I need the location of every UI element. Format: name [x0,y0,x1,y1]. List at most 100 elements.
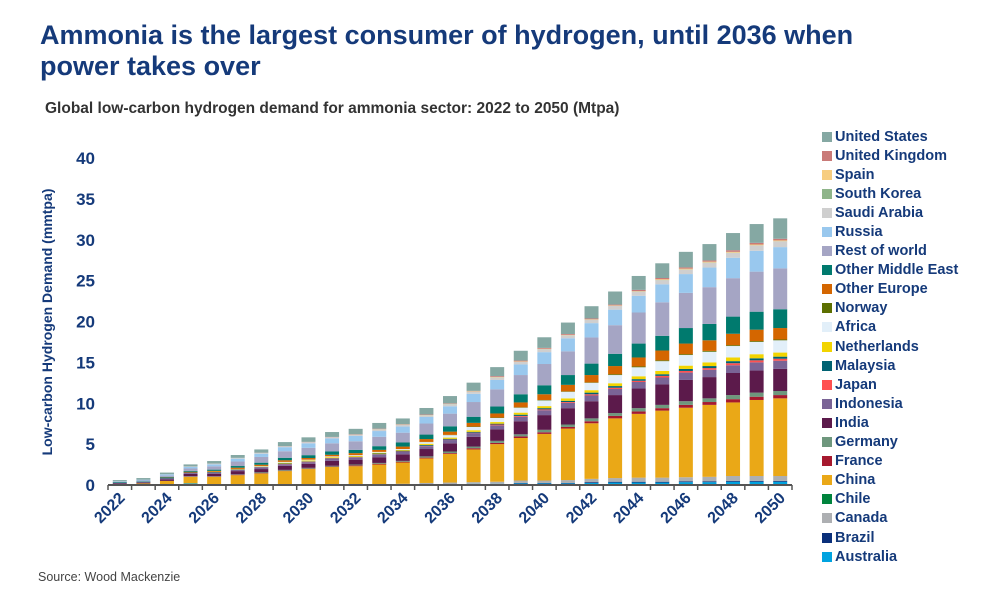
bar-segment-other-middle-east-2036 [443,426,457,432]
bar-segment-rest-of-world-2050 [773,268,788,310]
bar-segment-australia-2042 [584,482,599,485]
bar-segment-rest-of-world-2038 [490,389,505,407]
bar-segment-united-states-2042 [584,306,599,319]
legend-item: Africa [822,318,958,337]
legend-swatch [822,398,832,409]
bar-segment-russia-2035 [419,416,434,424]
bar-segment-indonesia-2032 [348,457,363,460]
bar-segment-germany-2042 [584,418,599,422]
bar-segment-united-kingdom-2047 [702,260,717,262]
bar-segment-china-2027 [230,475,245,485]
bar-segment-other-middle-east-2028 [254,462,269,465]
legend-swatch [822,475,832,486]
bar-segment-saudi-arabia-2044 [631,291,646,296]
legend-label: United States [835,128,928,145]
bar-segment-united-states-2036 [443,396,457,404]
bar-segment-other-europe-2026 [207,470,222,472]
bar-segment-other-middle-east-2043 [608,353,623,367]
bar-segment-china-2032 [348,466,363,485]
bar-segment-saudi-arabia-2042 [584,319,599,324]
x-tick-label: 2032 [327,490,364,527]
bar-segment-canada-2045 [655,477,670,482]
bar-segment-russia-2042 [584,323,599,338]
bar-segment-africa-2045 [655,361,670,371]
bar-segment-saudi-arabia-2037 [466,391,481,394]
bar-segment-russia-2028 [254,453,269,457]
bar-segment-other-europe-2049 [749,329,764,342]
bar-segment-japan-2043 [608,387,623,389]
bar-segment-russia-2025 [183,466,198,469]
legend-label: Russia [835,224,883,241]
bar-segment-netherlands-2038 [490,422,505,424]
legend-label: India [835,414,869,431]
y-tick-label: 0 [86,476,95,495]
legend-label: United Kingdom [835,147,947,164]
bar-segment-india-2026 [207,473,222,477]
bar-segment-rest-of-world-2045 [655,302,670,336]
bar-segment-other-middle-east-2042 [584,363,599,376]
bar-segment-africa-2043 [608,375,623,384]
y-tick-label: 10 [76,394,95,413]
legend-swatch [822,532,832,543]
bar-segment-india-2029 [277,465,292,470]
bar-segment-united-states-2025 [183,464,198,467]
bar-segment-rest-of-world-2049 [749,271,764,312]
bar-segment-africa-2050 [773,340,788,353]
bar-segment-india-2033 [372,457,387,463]
bar-segment-india-2047 [702,377,717,399]
bar-segment-china-2034 [395,462,410,484]
bar-segment-germany-2040 [537,429,552,433]
bar-segment-germany-2037 [466,446,481,449]
bar-segment-china-2030 [301,469,316,485]
bar-segment-malaysia-2035 [419,444,434,446]
bar-segment-canada-2047 [702,476,717,482]
bar-segment-saudi-arabia-2026 [207,463,222,465]
bar-segment-india-2036 [443,443,457,452]
bar-segment-netherlands-2039 [513,412,528,415]
bar-segment-malaysia-2047 [702,366,717,369]
legend-item: India [822,413,958,432]
bar-segment-india-2044 [631,388,646,409]
bar-segment-france-2036 [443,453,457,454]
bar-segment-canada-2036 [443,482,457,485]
legend-item: Australia [822,547,958,566]
bar-segment-other-europe-2046 [678,343,693,355]
bar-segment-united-states-2023 [136,478,151,480]
bar-segment-united-states-2031 [325,432,340,437]
bar-segment-other-europe-2050 [773,328,788,340]
legend-item: Russia [822,222,958,241]
bar-segment-indonesia-2041 [560,402,575,409]
bar-segment-other-middle-east-2025 [183,470,198,472]
legend-label: Germany [835,434,898,451]
legend-swatch [822,551,832,562]
bar-segment-canada-2040 [537,480,552,483]
bar-segment-germany-2049 [749,392,764,397]
bar-segment-united-states-2028 [254,449,269,453]
legend-swatch [822,379,832,390]
bar-segment-indonesia-2047 [702,369,717,378]
bar-segment-africa-2035 [419,442,434,444]
bar-segment-india-2041 [560,408,575,425]
legend-label: Rest of world [835,243,927,260]
legend-label: Norway [835,300,888,317]
bar-segment-spain-2050 [773,240,788,242]
bar-segment-indonesia-2034 [395,451,410,455]
bar-segment-united-states-2045 [655,263,670,279]
legend-swatch [822,284,832,295]
bar-segment-china-2038 [490,444,505,482]
bar-segment-canada-2046 [678,477,693,482]
bar-segment-india-2027 [230,471,245,475]
bar-segment-malaysia-2039 [513,414,528,416]
bar-segment-united-states-2034 [395,418,410,425]
bar-segment-united-kingdom-2048 [726,250,741,252]
legend-label: France [835,453,883,470]
bar-segment-france-2040 [537,432,552,434]
bar-segment-india-2043 [608,395,623,414]
bar-segment-china-2031 [325,467,340,485]
bar-segment-norway-2045 [655,360,670,362]
bar-segment-rest-of-world-2042 [584,337,599,364]
bar-segment-china-2039 [513,437,528,481]
bar-segment-saudi-arabia-2038 [490,377,505,380]
y-axis-label: Low-carbon Hydrogen Demand (mmtpa) [39,189,55,456]
bar-segment-netherlands-2043 [608,383,623,387]
